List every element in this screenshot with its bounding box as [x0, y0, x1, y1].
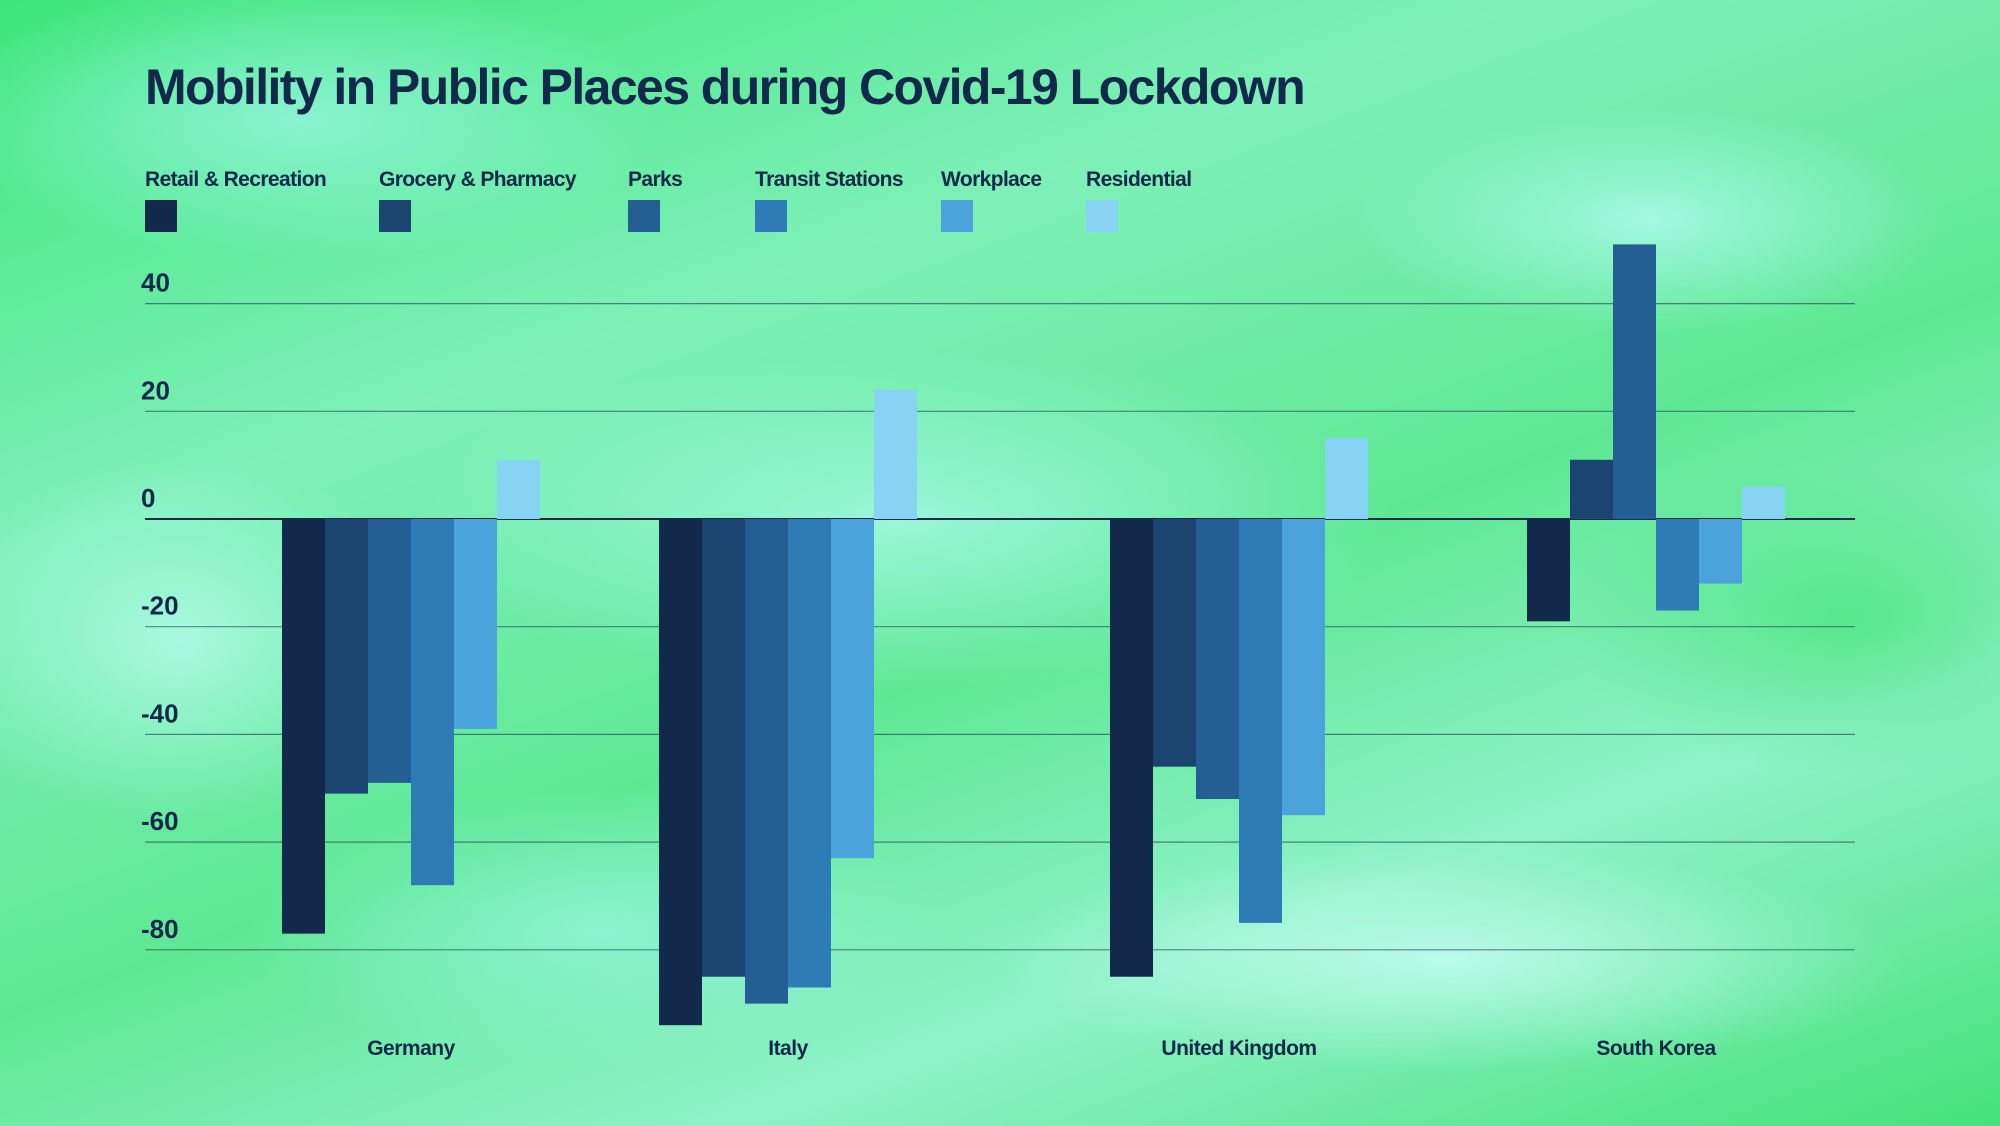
y-tick-label: -60	[141, 806, 179, 836]
bar: Germany — Grocery & Pharmacy: -51	[325, 519, 368, 794]
bar: South Korea — Retail & Recreation: -19	[1527, 519, 1570, 622]
bar: United Kingdom — Transit Stations: -75	[1239, 519, 1282, 923]
x-category-label: Italy	[768, 1037, 808, 1060]
bar: Italy — Grocery & Pharmacy: -85	[702, 519, 745, 977]
x-category-label: South Korea	[1596, 1037, 1716, 1060]
legend-label: Transit Stations	[755, 168, 904, 191]
y-tick-label: 0	[141, 483, 155, 513]
bar: United Kingdom — Residential: 15	[1325, 438, 1368, 519]
bar: Italy — Retail & Recreation: -94	[659, 519, 702, 1026]
bar: Germany — Retail & Recreation: -77	[282, 519, 325, 934]
legend-label: Retail & Recreation	[145, 168, 327, 191]
bar: Germany — Parks: -49	[368, 519, 411, 783]
bar: Italy — Transit Stations: -87	[788, 519, 831, 988]
legend-item-transit-stations: Transit Stations	[755, 168, 904, 232]
x-axis-categories: Germany Italy United Kingdom South Korea	[367, 1037, 1717, 1060]
legend-item-retail-recreation: Retail & Recreation	[145, 168, 327, 232]
legend: Retail & Recreation Grocery & Pharmacy P…	[0, 0, 2000, 240]
legend-item-residential: Residential	[1086, 168, 1192, 232]
legend-item-workplace: Workplace	[941, 168, 1042, 232]
bar: United Kingdom — Retail & Recreation: -8…	[1110, 519, 1153, 977]
bar: United Kingdom — Parks: -52	[1196, 519, 1239, 800]
y-tick-label: -80	[141, 914, 179, 944]
bar: Italy — Workplace: -63	[831, 519, 874, 859]
bar: Germany — Residential: 11	[497, 459, 540, 519]
y-axis-ticks: 40 20 0 -20 -40 -60 -80	[141, 268, 179, 944]
legend-item-grocery-pharmacy: Grocery & Pharmacy	[379, 168, 577, 232]
legend-swatch	[379, 200, 411, 232]
legend-label: Parks	[628, 168, 683, 191]
bar: Germany — Workplace: -39	[454, 519, 497, 730]
bar: Germany — Transit Stations: -68	[411, 519, 454, 886]
bar: South Korea — Parks: 51	[1613, 244, 1656, 520]
bar: Italy — Residential: 24	[874, 389, 917, 519]
bar: South Korea — Residential: 6	[1742, 486, 1785, 519]
bar: United Kingdom — Workplace: -55	[1282, 519, 1325, 816]
y-tick-label: 40	[141, 268, 170, 298]
bar: South Korea — Transit Stations: -17	[1656, 519, 1699, 611]
legend-swatch	[755, 200, 787, 232]
legend-swatch	[941, 200, 973, 232]
y-tick-label: -40	[141, 698, 179, 728]
legend-label: Workplace	[941, 168, 1042, 191]
x-category-label: United Kingdom	[1161, 1037, 1316, 1060]
y-tick-label: 20	[141, 375, 170, 405]
chart-title: Mobility in Public Places during Covid-1…	[145, 59, 1306, 115]
legend-label: Grocery & Pharmacy	[379, 168, 577, 191]
bar: Italy — Parks: -90	[745, 519, 788, 1004]
legend-item-parks: Parks	[628, 168, 683, 232]
bars: Germany — Retail & Recreation: -77German…	[282, 244, 1785, 1026]
legend-swatch	[628, 200, 660, 232]
legend-swatch	[145, 200, 177, 232]
legend-swatch	[1086, 200, 1118, 232]
legend-label: Residential	[1086, 168, 1192, 191]
bar: United Kingdom — Grocery & Pharmacy: -46	[1153, 519, 1196, 767]
x-category-label: Germany	[367, 1037, 455, 1060]
y-tick-label: -20	[141, 591, 179, 621]
bar: South Korea — Grocery & Pharmacy: 11	[1570, 459, 1613, 519]
bar: South Korea — Workplace: -12	[1699, 519, 1742, 584]
